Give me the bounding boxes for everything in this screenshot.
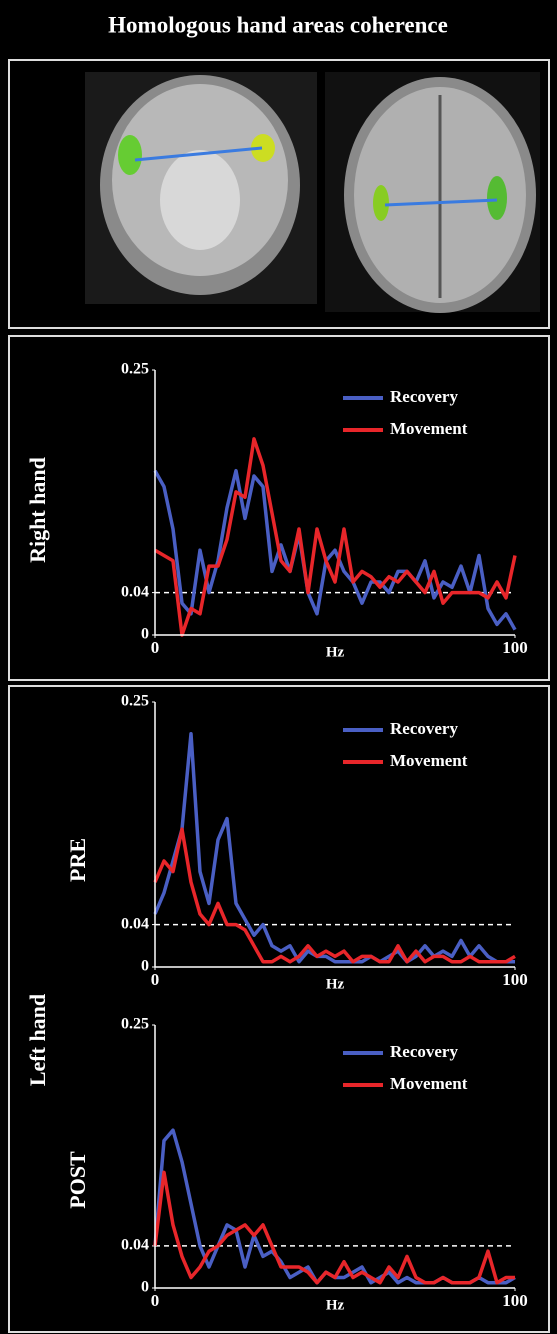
y-tick-label: 0 [141,958,149,975]
y-axis-label: Right hand [25,457,50,563]
y-tick-label: 0.25 [121,693,149,710]
group-label: Left hand [25,994,50,1086]
legend-label: Movement [390,751,468,770]
y-tick-label: 0 [141,1279,149,1296]
activation [373,185,389,221]
x-tick-label: 0 [151,638,160,657]
x-axis-label: Hz [326,1297,345,1313]
x-tick-label: 100 [502,1291,528,1310]
legend-label: Movement [390,419,468,438]
y-tick-label: 0 [141,626,149,643]
y-tick-label: 0.25 [121,361,149,378]
legend-label: Recovery [390,1042,458,1061]
y-tick-label: 0.04 [121,583,149,600]
x-tick-label: 0 [151,970,160,989]
y-axis-label: POST [65,1151,90,1209]
coronal-brain [85,72,317,304]
x-tick-label: 0 [151,1291,160,1310]
legend-label: Movement [390,1074,468,1093]
figure: Homologous hand areas coherence Left han… [0,0,557,1334]
activation [487,176,507,220]
figure-title: Homologous hand areas coherence [108,12,448,37]
y-tick-label: 0.25 [121,1016,149,1033]
axial-brain [325,72,540,313]
y-axis-label: PRE [65,838,90,882]
x-axis-label: Hz [326,644,345,660]
activation [118,135,142,175]
legend-label: Recovery [390,387,458,406]
y-tick-label: 0.04 [121,1237,149,1254]
y-tick-label: 0.04 [121,915,149,932]
legend-label: Recovery [390,719,458,738]
x-axis-label: Hz [326,976,345,992]
x-tick-label: 100 [502,638,528,657]
brain-center [160,150,240,250]
x-tick-label: 100 [502,970,528,989]
